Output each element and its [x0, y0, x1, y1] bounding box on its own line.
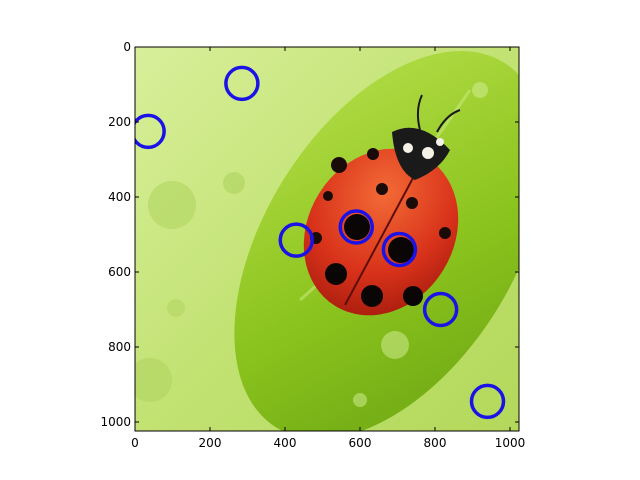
data-point-marker — [422, 291, 459, 328]
y-axis: 0 200 400 600 800 1000 — [100, 40, 519, 429]
y-tick-label: 400 — [108, 190, 131, 204]
data-point-marker — [469, 383, 506, 420]
x-tick-label: 200 — [199, 436, 222, 450]
background-image — [135, 47, 519, 431]
x-tick-label: 600 — [349, 436, 372, 450]
x-tick-label: 0 — [131, 436, 139, 450]
data-point-marker — [224, 65, 260, 102]
data-markers — [135, 65, 506, 420]
data-point-marker — [135, 113, 166, 150]
data-point-marker — [278, 222, 314, 258]
y-tick-label: 0 — [123, 40, 131, 54]
data-point-marker — [338, 209, 374, 245]
x-axis: 0 200 400 600 800 1000 — [131, 47, 525, 450]
y-tick-label: 1000 — [100, 415, 131, 429]
x-tick-label: 400 — [274, 436, 297, 450]
y-tick-label: 600 — [108, 265, 131, 279]
data-point-marker — [381, 231, 418, 268]
x-tick-label: 1000 — [495, 436, 526, 450]
x-tick-label: 800 — [424, 436, 447, 450]
y-tick-label: 800 — [108, 340, 131, 354]
y-tick-label: 200 — [108, 115, 131, 129]
ladybug-illustration — [303, 94, 461, 316]
axes-frame — [134, 46, 520, 432]
